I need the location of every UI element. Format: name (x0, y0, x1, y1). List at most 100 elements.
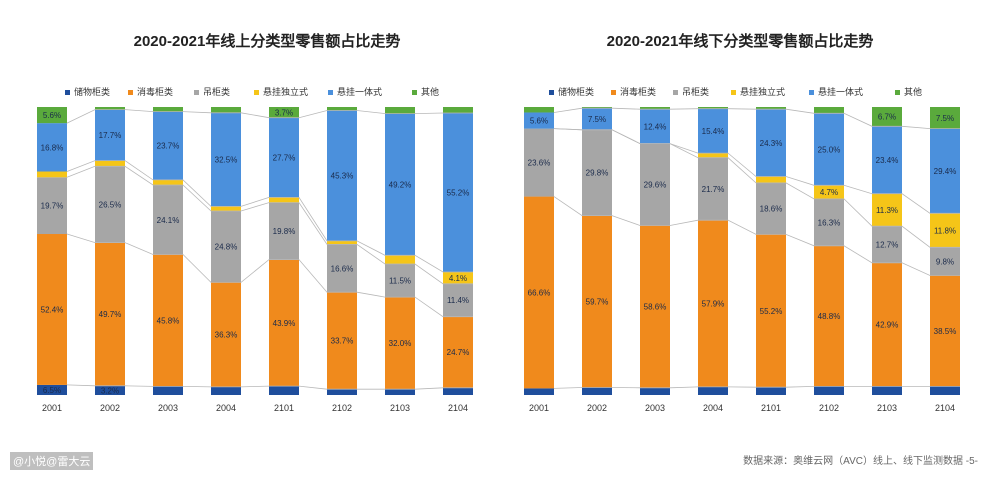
bar-segment (524, 388, 554, 395)
category-label: 2001 (42, 403, 62, 413)
bar-segment (385, 389, 415, 395)
connector-line (66, 384, 473, 390)
bar-segment (269, 107, 299, 118)
bar-segment (814, 198, 844, 246)
bar-segment (211, 386, 241, 395)
data-label: 58.6% (644, 303, 667, 312)
category-label: 2102 (332, 403, 352, 413)
legend-label: 吊柜类 (203, 86, 230, 97)
data-label: 45.8% (157, 316, 180, 325)
bar-segment (930, 213, 960, 248)
bar-segment (443, 316, 473, 388)
data-label: 29.4% (934, 167, 957, 176)
bar-segment (385, 297, 415, 390)
bar-segment (95, 242, 125, 386)
bar-segment (814, 107, 844, 114)
category-label: 2001 (529, 403, 549, 413)
bar-segment (327, 389, 357, 395)
data-label: 3.7% (275, 108, 293, 117)
bar-segment (698, 153, 728, 158)
legend-label: 消毒柜类 (620, 86, 656, 97)
bar-segment (930, 107, 960, 129)
bar-segment (814, 185, 844, 199)
legend-label: 储物柜类 (558, 86, 594, 97)
bar-segment (37, 234, 67, 385)
bar-segment (37, 123, 67, 172)
data-label: 5.6% (530, 117, 548, 126)
data-label: 4.7% (820, 188, 838, 197)
bar-segment (269, 386, 299, 395)
data-label: 7.5% (588, 115, 606, 124)
bar-segment (814, 113, 844, 186)
bar-segment (153, 185, 183, 255)
bar-segment (640, 109, 670, 144)
chart-title: 2020-2021年线下分类型零售额占比走势 (607, 32, 874, 50)
data-label: 49.2% (389, 180, 412, 189)
bar-segment (95, 107, 125, 110)
data-label: 59.7% (586, 298, 609, 307)
bar-segment (930, 128, 960, 214)
category-label: 2004 (216, 403, 236, 413)
bar-segment (385, 107, 415, 114)
legend-label: 悬挂独立式 (740, 86, 785, 97)
legend-swatch (254, 90, 259, 95)
bar-segment (524, 107, 554, 113)
bar-segment (153, 111, 183, 180)
data-label: 24.1% (157, 216, 180, 225)
data-label: 32.0% (389, 339, 412, 348)
data-label: 11.8% (934, 226, 956, 235)
bar-segment (211, 282, 241, 387)
data-label: 7.5% (936, 114, 954, 123)
legend-swatch (128, 90, 133, 95)
data-label: 55.2% (760, 307, 783, 316)
data-label: 57.9% (702, 300, 725, 309)
bar-segment (327, 292, 357, 390)
bar-segment (443, 113, 473, 273)
legend-label: 消毒柜类 (137, 86, 173, 97)
connector-line (553, 128, 960, 214)
data-label: 52.4% (41, 305, 64, 314)
data-label: 23.7% (157, 142, 180, 151)
category-label: 2002 (100, 403, 120, 413)
bar-segment (872, 226, 902, 263)
data-label: 16.3% (818, 218, 841, 227)
bar-segment (756, 387, 786, 395)
data-label: 24.7% (447, 348, 470, 357)
bar-segment (153, 386, 183, 395)
bar-segment (385, 263, 415, 298)
footer-source: 数据来源：奥维云网（AVC）线上、线下监测数据 -5- (743, 456, 978, 467)
category-label: 2104 (448, 403, 468, 413)
bar-segment (153, 179, 183, 186)
data-label: 16.6% (331, 264, 354, 273)
connector-line (66, 233, 473, 318)
data-label: 55.2% (447, 189, 470, 198)
bar-segment (327, 110, 357, 241)
chart-title: 2020-2021年线上分类型零售额占比走势 (134, 32, 401, 50)
bar-segment (582, 108, 612, 130)
bar-segment (698, 157, 728, 221)
data-label: 4.1% (449, 274, 467, 283)
data-label: 3.2% (101, 386, 119, 395)
legend-label: 其他 (421, 86, 439, 97)
bar-segment (269, 197, 299, 203)
bar-segment (930, 247, 960, 276)
data-label: 19.8% (273, 227, 296, 236)
bar-segment (153, 107, 183, 112)
bar-segment (443, 107, 473, 114)
bar-segment (698, 107, 728, 109)
data-label: 11.4% (447, 296, 469, 305)
legend-swatch (731, 90, 736, 95)
bar-segment (327, 107, 357, 111)
data-label: 48.8% (818, 312, 841, 321)
bar-segment (814, 245, 844, 387)
bar-segment (872, 262, 902, 387)
data-label: 12.4% (644, 122, 667, 131)
legend-swatch (611, 90, 616, 95)
bar-segment (269, 117, 299, 198)
bar-segment (95, 109, 125, 161)
bar-segment (211, 112, 241, 207)
data-label: 11.5% (389, 277, 411, 286)
bar-segment (37, 177, 67, 235)
